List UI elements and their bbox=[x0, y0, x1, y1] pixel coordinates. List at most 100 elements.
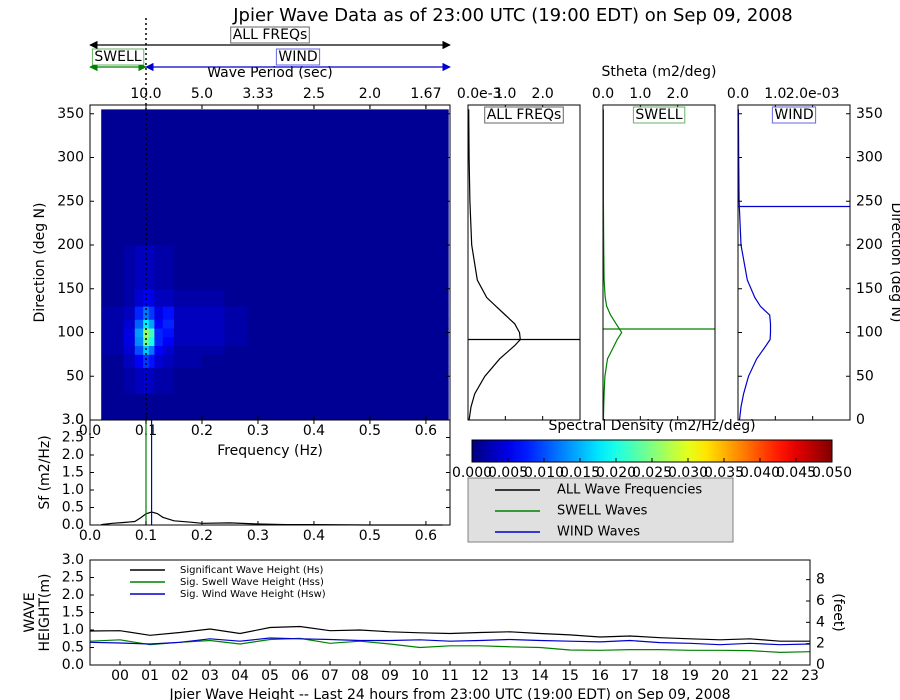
heatmap-cell bbox=[246, 245, 315, 290]
heatmap-cell bbox=[148, 367, 155, 395]
heatmap-cell bbox=[246, 345, 315, 355]
heatmap-cell bbox=[246, 354, 315, 368]
x-tick-label: 02 bbox=[171, 668, 189, 684]
heatmap-cell bbox=[162, 319, 175, 329]
colorbar-tick-label: 0.000 bbox=[452, 465, 492, 481]
heatmap-cell bbox=[101, 288, 124, 307]
y2-axis-label: (feet) bbox=[830, 593, 846, 632]
y-axis-label: WAVE bbox=[22, 592, 38, 632]
y-tick-label: 300 bbox=[57, 150, 84, 166]
y-tick-label: 350 bbox=[57, 106, 84, 122]
y-tick-label: 50 bbox=[66, 368, 84, 384]
x-tick-label: 16 bbox=[591, 668, 609, 684]
x-tick-label: 0.1 bbox=[135, 528, 157, 544]
heatmap-cell bbox=[173, 393, 203, 421]
heatmap-cell bbox=[173, 354, 203, 368]
x-tick-label: 23 bbox=[801, 668, 819, 684]
heatmap-cell bbox=[143, 245, 150, 290]
heatmap-cell bbox=[148, 328, 155, 338]
heatmap-cell bbox=[313, 345, 449, 355]
heatmap-cell bbox=[162, 336, 175, 347]
heatmap-cell bbox=[101, 328, 124, 338]
y-tick-label: 4 bbox=[816, 614, 825, 630]
heatmap-cell bbox=[224, 319, 248, 329]
heatmap-cell bbox=[148, 288, 155, 307]
y-tick-label: 2.0 bbox=[62, 587, 84, 603]
profile-line bbox=[602, 109, 623, 421]
y-tick-label: 0 bbox=[816, 657, 825, 673]
x-tick-label: 04 bbox=[231, 668, 249, 684]
colorbar-tick-label: 0.045 bbox=[776, 465, 816, 481]
heatmap-cell bbox=[162, 328, 175, 338]
heatmap-cell bbox=[148, 109, 155, 158]
heatmap-cell bbox=[134, 336, 144, 347]
y-tick-label: 0 bbox=[75, 412, 84, 428]
panel-title: SWELL bbox=[635, 107, 682, 123]
y-tick-label: 2.5 bbox=[62, 570, 84, 586]
heatmap-cell bbox=[224, 345, 248, 355]
y-tick-label: 200 bbox=[57, 237, 84, 253]
colorbar-tick-label: 0.025 bbox=[632, 465, 672, 481]
heatmap-cell bbox=[173, 109, 203, 158]
top-tick-label: 1.0 bbox=[494, 86, 516, 102]
heatmap-cell bbox=[246, 367, 315, 395]
heatmap-cell bbox=[224, 393, 248, 421]
label-box bbox=[484, 106, 564, 124]
x-tick-label: 14 bbox=[531, 668, 549, 684]
heatmap-cell bbox=[173, 345, 203, 355]
y-tick-label: 6 bbox=[816, 593, 825, 609]
heatmap-cell bbox=[154, 354, 164, 368]
heatmap-cell bbox=[173, 245, 203, 290]
heatmap-cell bbox=[148, 245, 155, 290]
y-tick-label: 350 bbox=[856, 106, 883, 122]
top-tick-label: 0.0 bbox=[592, 86, 614, 102]
y-tick-label: 2.0 bbox=[62, 447, 84, 463]
heatmap-cell bbox=[201, 345, 225, 355]
heatmap-cell bbox=[123, 157, 136, 246]
heatmap-cell bbox=[154, 328, 164, 338]
label-box bbox=[771, 106, 817, 124]
heatmap-cell bbox=[224, 157, 248, 246]
heatmap-cell bbox=[101, 367, 124, 395]
profile-line bbox=[468, 109, 521, 421]
profile-line bbox=[737, 109, 772, 421]
heatmap-cell bbox=[101, 345, 124, 355]
heatmap-cell bbox=[201, 319, 225, 329]
heatmap-cell bbox=[313, 319, 449, 329]
heatmap-cell bbox=[246, 328, 315, 338]
top-tick-label: 5.0 bbox=[191, 86, 213, 102]
heatmap-cell bbox=[173, 306, 203, 320]
colorbar-tick-label: 0.015 bbox=[560, 465, 600, 481]
heatmap-cell bbox=[162, 245, 175, 290]
heatmap-cell bbox=[101, 336, 124, 347]
range-label: WIND bbox=[278, 49, 317, 65]
x-tick-label: 0.6 bbox=[415, 528, 437, 544]
heatmap-cell bbox=[313, 245, 449, 290]
x-tick-label: 22 bbox=[771, 668, 789, 684]
y-axis-label: Direction (deg N) bbox=[888, 203, 900, 323]
heatmap-cell bbox=[148, 319, 155, 329]
heatmap-cell bbox=[173, 336, 203, 347]
legend-label: WIND Waves bbox=[557, 525, 640, 540]
heatmap-cell bbox=[123, 245, 136, 290]
heatmap-cell bbox=[134, 288, 144, 307]
colorbar-tick-label: 0.030 bbox=[668, 465, 708, 481]
heatmap-cell bbox=[134, 157, 144, 246]
heatmap-cell bbox=[224, 354, 248, 368]
y-tick-label: 100 bbox=[856, 325, 883, 341]
heatmap-cell bbox=[224, 245, 248, 290]
heatmap-cell bbox=[173, 328, 203, 338]
heatmap-cell bbox=[123, 319, 136, 329]
heatmap-cell bbox=[148, 345, 155, 355]
label-box bbox=[230, 26, 310, 44]
x-tick-label: 0.3 bbox=[247, 423, 269, 439]
heatmap-cell bbox=[101, 245, 124, 290]
legend-label: Sig. Wind Wave Height (Hsw) bbox=[180, 589, 326, 600]
x-tick-label: 0.3 bbox=[247, 528, 269, 544]
legend-label: Significant Wave Height (Hs) bbox=[180, 565, 323, 576]
heatmap-cell bbox=[246, 319, 315, 329]
heatmap-cell bbox=[123, 288, 136, 307]
heatmap-cell bbox=[154, 288, 164, 307]
heatmap-cell bbox=[123, 109, 136, 158]
heatmap-cell bbox=[246, 109, 315, 158]
